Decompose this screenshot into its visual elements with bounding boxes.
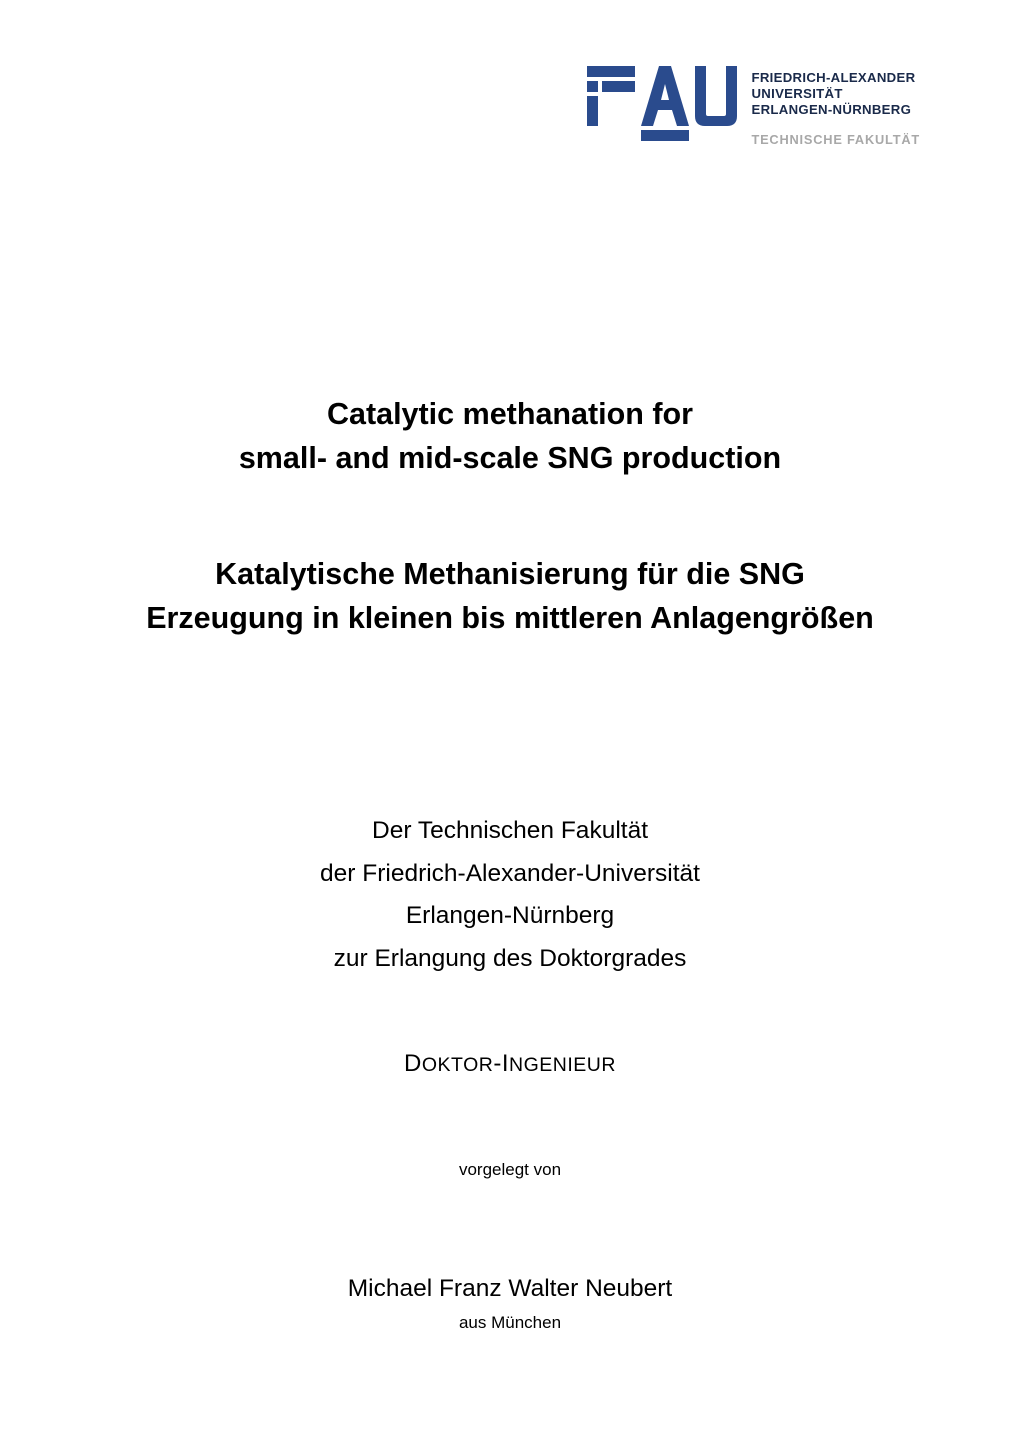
- submitted-by-text: vorgelegt von: [0, 1160, 1020, 1180]
- faculty-line4: zur Erlangung des Doktorgrades: [0, 938, 1020, 981]
- degree-word2-cap: I: [502, 1050, 509, 1077]
- university-name-line1: FRIEDRICH-ALEXANDER: [751, 70, 920, 86]
- degree-word1-rest: OKTOR: [422, 1054, 493, 1076]
- university-name-block: FRIEDRICH-ALEXANDER UNIVERSITÄT ERLANGEN…: [751, 66, 920, 147]
- degree-title: DOKTOR-INGENIEUR: [0, 1050, 1020, 1078]
- degree-word1-cap: D: [404, 1050, 422, 1077]
- title-en-line2: small- and mid-scale SNG production: [0, 436, 1020, 480]
- title-english: Catalytic methanation for small- and mid…: [0, 392, 1020, 480]
- faculty-attribution: Der Technischen Fakultät der Friedrich-A…: [0, 810, 1020, 981]
- university-name-line3: ERLANGEN-NÜRNBERG: [751, 102, 920, 118]
- degree-word2-rest: NGENIEUR: [509, 1054, 616, 1076]
- author-block: Michael Franz Walter Neubert aus München: [0, 1275, 1020, 1333]
- submitted-by: vorgelegt von: [0, 1160, 1020, 1180]
- university-logo-block: FRIEDRICH-ALEXANDER UNIVERSITÄT ERLANGEN…: [587, 66, 920, 147]
- title-page: FRIEDRICH-ALEXANDER UNIVERSITÄT ERLANGEN…: [0, 0, 1020, 1442]
- title-de-line2: Erzeugung in kleinen bis mittleren Anlag…: [0, 596, 1020, 640]
- author-origin: aus München: [0, 1313, 1020, 1333]
- title-german: Katalytische Methanisierung für die SNG …: [0, 552, 1020, 640]
- faculty-name: TECHNISCHE FAKULTÄT: [751, 132, 920, 147]
- university-name-line2: UNIVERSITÄT: [751, 86, 920, 102]
- title-de-line1: Katalytische Methanisierung für die SNG: [0, 552, 1020, 596]
- fau-logo-icon: [587, 66, 737, 144]
- author-name: Michael Franz Walter Neubert: [0, 1275, 1020, 1303]
- title-en-line1: Catalytic methanation for: [0, 392, 1020, 436]
- faculty-line1: Der Technischen Fakultät: [0, 810, 1020, 853]
- faculty-line2: der Friedrich-Alexander-Universität: [0, 853, 1020, 896]
- degree-sep: -: [493, 1050, 502, 1077]
- faculty-line3: Erlangen-Nürnberg: [0, 895, 1020, 938]
